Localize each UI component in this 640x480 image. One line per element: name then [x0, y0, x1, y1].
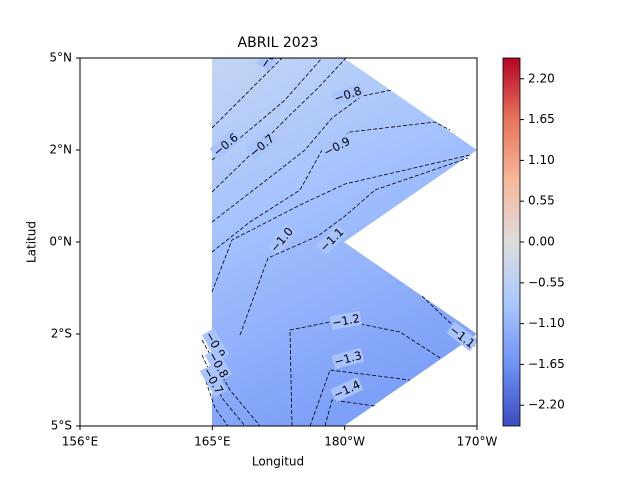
colorbar-tick-label: 2.20 [528, 71, 555, 85]
contour-label-bg [245, 130, 278, 161]
contour-label-bg [316, 224, 348, 256]
y-tick-label: 5°S [51, 419, 72, 433]
contour-label-bg [329, 311, 362, 331]
colorbar-tick-label: 0.00 [528, 235, 555, 249]
chart-title: ABRIL 2023 [238, 35, 319, 51]
y-tick-label: 5°N [49, 51, 72, 65]
colorbar-tick-label: −0.55 [528, 275, 565, 289]
contour-label-bg [320, 133, 354, 160]
colorbar-tick-label: −1.65 [528, 357, 565, 371]
contour-label-bg [256, 58, 279, 72]
contour-label-bg [330, 376, 364, 403]
contour-label-bg [331, 347, 365, 370]
colorbar [502, 57, 521, 427]
x-tick-label: 165°E [194, 435, 231, 449]
x-axis-label: Longitud [252, 455, 304, 469]
contour-line [201, 369, 229, 426]
colorbar-tick-label: −2.20 [528, 398, 565, 412]
contour-line [211, 89, 393, 223]
x-tick-label: 156°E [62, 435, 99, 449]
filled-field [212, 58, 477, 426]
y-tick-label: 0°N [49, 235, 72, 249]
contour-label-bg [204, 348, 232, 382]
colorbar-tick-label: 1.65 [528, 112, 555, 126]
contour-line [239, 157, 469, 336]
contour-label-bg [209, 129, 242, 160]
y-axis-label: Latitud [25, 221, 39, 263]
x-tick-label: 180°W [324, 435, 365, 449]
contour-line [211, 58, 323, 161]
contour-label-bg [331, 83, 365, 106]
contour-label-bg [199, 364, 227, 398]
colorbar-tick-label: 0.55 [528, 194, 555, 208]
contour-label: −1.2 [331, 311, 361, 330]
contour-label-bg [201, 328, 229, 362]
contour-line [421, 295, 476, 347]
contour-label-bg [266, 223, 297, 256]
contour-label: −1.3 [333, 348, 364, 369]
contour-line [211, 58, 347, 193]
contour-line [309, 369, 411, 426]
contour-line [211, 154, 471, 293]
y-tick-label: 2°S [51, 327, 72, 341]
x-tick-label: 170°W [457, 435, 498, 449]
colorbar-tick-label: 1.10 [528, 153, 555, 167]
contour-line [324, 399, 376, 426]
colorbar-tick-label: −1.10 [528, 316, 565, 330]
y-tick-label: 2°N [49, 143, 72, 157]
contour-label-bg [446, 321, 477, 352]
